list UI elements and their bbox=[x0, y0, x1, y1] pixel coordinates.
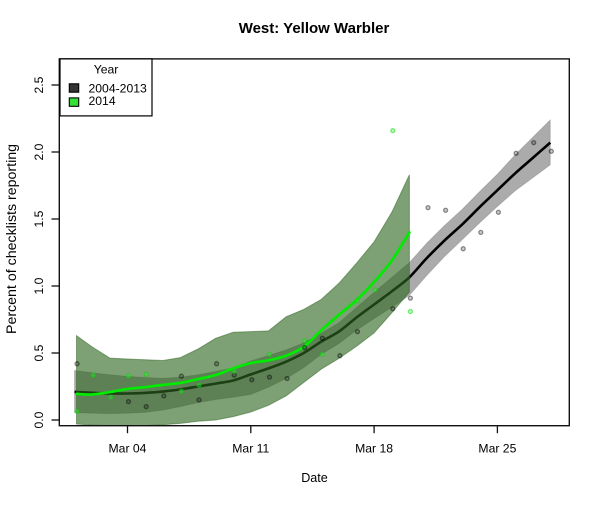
svg-text:Percent of checklists reportin: Percent of checklists reporting bbox=[4, 144, 20, 334]
svg-text:Mar 11: Mar 11 bbox=[232, 441, 269, 455]
svg-text:0.5: 0.5 bbox=[32, 344, 46, 361]
svg-text:0.0: 0.0 bbox=[32, 411, 46, 428]
svg-text:1.0: 1.0 bbox=[32, 277, 46, 294]
svg-text:1.5: 1.5 bbox=[32, 210, 46, 227]
svg-text:Mar 04: Mar 04 bbox=[109, 441, 147, 455]
svg-text:Date: Date bbox=[301, 471, 328, 485]
svg-text:Mar 25: Mar 25 bbox=[478, 441, 516, 455]
svg-text:West: Yellow Warbler: West: Yellow Warbler bbox=[239, 20, 390, 37]
svg-text:Mar 18: Mar 18 bbox=[355, 441, 393, 455]
svg-text:Year: Year bbox=[94, 62, 119, 76]
svg-text:2004-2013: 2004-2013 bbox=[89, 81, 148, 95]
svg-text:2.5: 2.5 bbox=[32, 76, 46, 93]
svg-text:2014: 2014 bbox=[89, 94, 116, 108]
svg-text:2.0: 2.0 bbox=[32, 143, 46, 160]
